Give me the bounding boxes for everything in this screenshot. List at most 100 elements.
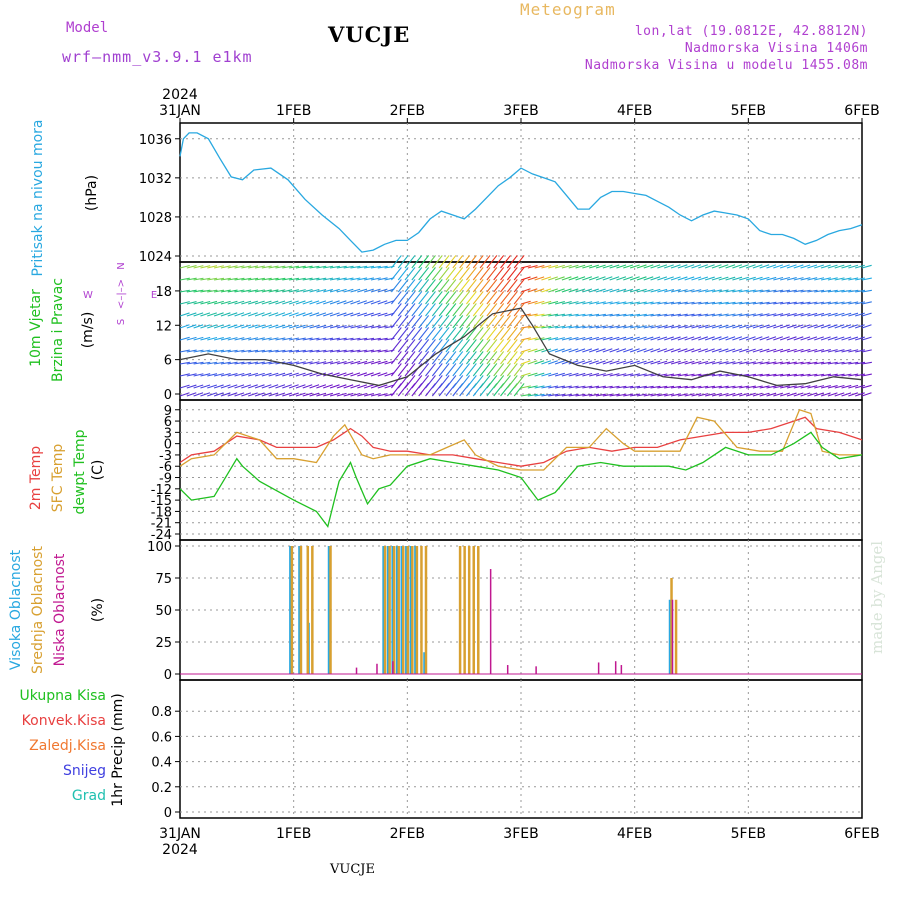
wind-arrow xyxy=(438,267,450,281)
wind-arrow xyxy=(323,349,334,353)
wind-arrow xyxy=(248,349,259,353)
wind-arrow xyxy=(711,324,722,329)
wind-arrow xyxy=(616,288,627,293)
wind-arrow xyxy=(520,325,531,329)
wind-arrow xyxy=(548,372,559,377)
wind-arrow xyxy=(691,336,702,341)
cloud-bar xyxy=(463,546,466,674)
wind-arrow xyxy=(602,336,613,341)
wind-arrow xyxy=(506,375,518,389)
wind-arrow xyxy=(582,325,593,329)
wind-arrow xyxy=(575,360,586,365)
y-tick-label: 1024 xyxy=(139,250,172,265)
wind-arrow xyxy=(384,372,395,377)
cloud-bar xyxy=(411,546,414,674)
wind-arrow xyxy=(718,301,729,305)
wind-arrow xyxy=(766,301,777,305)
wind-arrow xyxy=(704,348,715,353)
wind-arrow xyxy=(268,384,279,389)
wind-arrow xyxy=(848,384,859,389)
wind-arrow xyxy=(357,360,368,365)
wind-arrow xyxy=(316,265,327,269)
wind-arrow xyxy=(411,279,423,293)
wind-arrow xyxy=(739,313,750,317)
wind-arrow xyxy=(548,264,559,269)
wind-arrow xyxy=(200,265,211,269)
wind-arrow xyxy=(207,373,218,377)
wind-arrow xyxy=(827,373,838,377)
wind-arrow xyxy=(780,392,790,397)
wind-arrow xyxy=(861,384,872,389)
wind-arrow xyxy=(793,348,804,353)
wind-arrow xyxy=(677,385,688,389)
wind-arrow xyxy=(643,325,654,329)
cloud-bar xyxy=(289,546,292,674)
y-tick-label: 1028 xyxy=(139,211,172,226)
wind-arrow xyxy=(677,360,688,365)
y-tick-label: 1036 xyxy=(139,133,172,148)
wind-arrow xyxy=(472,291,484,305)
wind-arrow xyxy=(486,375,498,389)
wind-arrow xyxy=(316,288,327,293)
wind-arrow xyxy=(493,363,505,377)
wind-arrow xyxy=(472,375,484,389)
wind-arrow xyxy=(630,301,641,305)
wind-arrow xyxy=(779,264,790,269)
wind-arrow xyxy=(705,361,715,365)
wind-arrow xyxy=(548,300,559,305)
wind-arrow xyxy=(350,392,361,397)
wind-arrow xyxy=(589,373,600,377)
wind-arrow xyxy=(861,301,872,305)
wind-arrow xyxy=(582,313,593,317)
wind-arrow xyxy=(214,349,225,353)
wind-arrow xyxy=(234,289,245,293)
wind-arrow xyxy=(343,325,354,329)
wind-arrow xyxy=(506,255,518,269)
wind-arrow xyxy=(766,289,777,293)
wind-arrow xyxy=(234,372,245,377)
wind-arrow xyxy=(561,325,572,329)
x-tick-label-top: 5FEB xyxy=(731,103,766,119)
wind-arrow xyxy=(657,348,668,353)
wind-arrow xyxy=(800,361,811,365)
wind-arrow xyxy=(323,277,334,281)
wind-arrow xyxy=(786,336,797,341)
wind-arrow xyxy=(323,288,334,293)
y-tick-label: -24 xyxy=(151,528,172,543)
wind-arrow xyxy=(527,372,538,377)
wind-arrow xyxy=(759,336,770,341)
wind-arrow xyxy=(397,363,409,377)
wind-arrow xyxy=(698,313,709,317)
wind-arrow xyxy=(323,324,334,329)
wind-arrow xyxy=(534,372,545,377)
wind-arrow xyxy=(711,276,722,281)
wind-arrow xyxy=(527,337,538,341)
wind-arrow xyxy=(377,325,388,329)
wind-arrow xyxy=(636,264,647,269)
wind-arrow xyxy=(323,337,334,341)
wind-arrow xyxy=(431,303,443,317)
wind-arrow xyxy=(636,360,647,365)
wind-arrow xyxy=(452,327,464,341)
wind-arrow xyxy=(691,324,702,329)
wind-arrow xyxy=(745,348,756,353)
wind-arrow xyxy=(261,289,272,293)
wind-arrow xyxy=(759,348,770,353)
wind-arrow xyxy=(752,336,763,341)
wind-arrow xyxy=(459,351,470,365)
wind-arrow xyxy=(739,289,750,293)
wind-arrow xyxy=(418,375,430,389)
wind-arrow xyxy=(357,392,368,397)
wind-arrow xyxy=(302,277,313,281)
wind-arrow xyxy=(814,264,824,269)
wind-arrow xyxy=(602,348,613,353)
wind-arrow xyxy=(411,303,423,317)
wind-arrow xyxy=(541,348,552,353)
cloud-bar xyxy=(388,546,391,674)
wind-arrow xyxy=(350,349,361,353)
wind-arrow xyxy=(302,312,313,317)
wind-arrow xyxy=(445,375,457,389)
temperature-line xyxy=(179,408,862,471)
wind-arrow xyxy=(602,276,613,281)
wind-arrow xyxy=(309,337,320,341)
